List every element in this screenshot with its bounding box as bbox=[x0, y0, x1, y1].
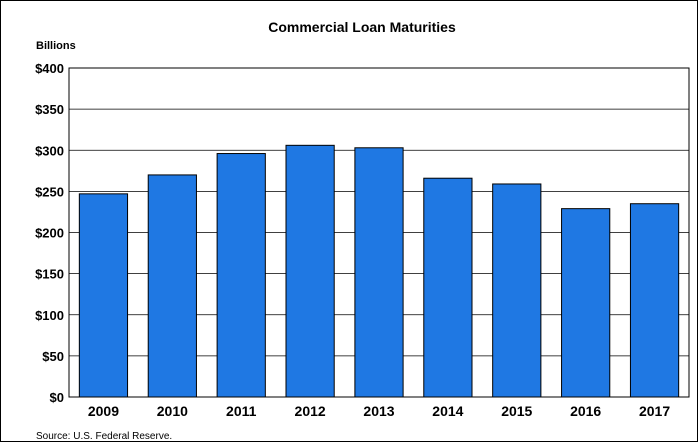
bar-2017 bbox=[629, 203, 680, 398]
x-tick-label: 2015 bbox=[501, 403, 532, 419]
y-tick-label: $200 bbox=[35, 226, 64, 241]
bar-2016 bbox=[561, 208, 611, 398]
bar-2015 bbox=[492, 183, 542, 398]
x-tick-label: 2016 bbox=[570, 403, 601, 419]
plot-area-border bbox=[68, 67, 690, 398]
x-tick-label: 2010 bbox=[157, 403, 188, 419]
x-axis-ticks: 2009 2010 2011 2012 2013 2014 2015 2016 2017 bbox=[88, 403, 670, 419]
y-tick-label: $400 bbox=[35, 61, 64, 76]
x-tick-label: 2014 bbox=[432, 403, 463, 419]
y-tick-label: $150 bbox=[35, 267, 64, 282]
x-tick-label: 2011 bbox=[226, 403, 257, 419]
chart-title: Commercial Loan Maturities bbox=[268, 19, 456, 35]
y-tick-label: $0 bbox=[50, 390, 64, 405]
x-tick-label: 2017 bbox=[639, 403, 670, 419]
y-tick-label: $50 bbox=[42, 349, 64, 364]
y-unit-label: Billions bbox=[36, 40, 76, 52]
source-note: Source: U.S. Federal Reserve. bbox=[36, 431, 172, 442]
y-axis-ticks: $0 $50 $100 $150 $200 $250 $300 $350 $400 bbox=[35, 61, 64, 405]
y-tick-label: $300 bbox=[35, 143, 64, 158]
x-tick-label: 2009 bbox=[88, 403, 119, 419]
y-tick-label: $350 bbox=[35, 102, 64, 117]
bars bbox=[78, 144, 680, 398]
y-tick-label: $250 bbox=[35, 184, 64, 199]
x-tick-label: 2012 bbox=[295, 403, 326, 419]
bar-2010 bbox=[147, 174, 197, 398]
bar-2012 bbox=[285, 144, 335, 398]
bar-2009 bbox=[78, 193, 129, 398]
x-tick-label: 2013 bbox=[363, 403, 394, 419]
bar-2013 bbox=[354, 147, 404, 398]
bar-2014 bbox=[423, 177, 473, 398]
bar-2011 bbox=[216, 153, 266, 398]
y-tick-label: $100 bbox=[35, 308, 64, 323]
